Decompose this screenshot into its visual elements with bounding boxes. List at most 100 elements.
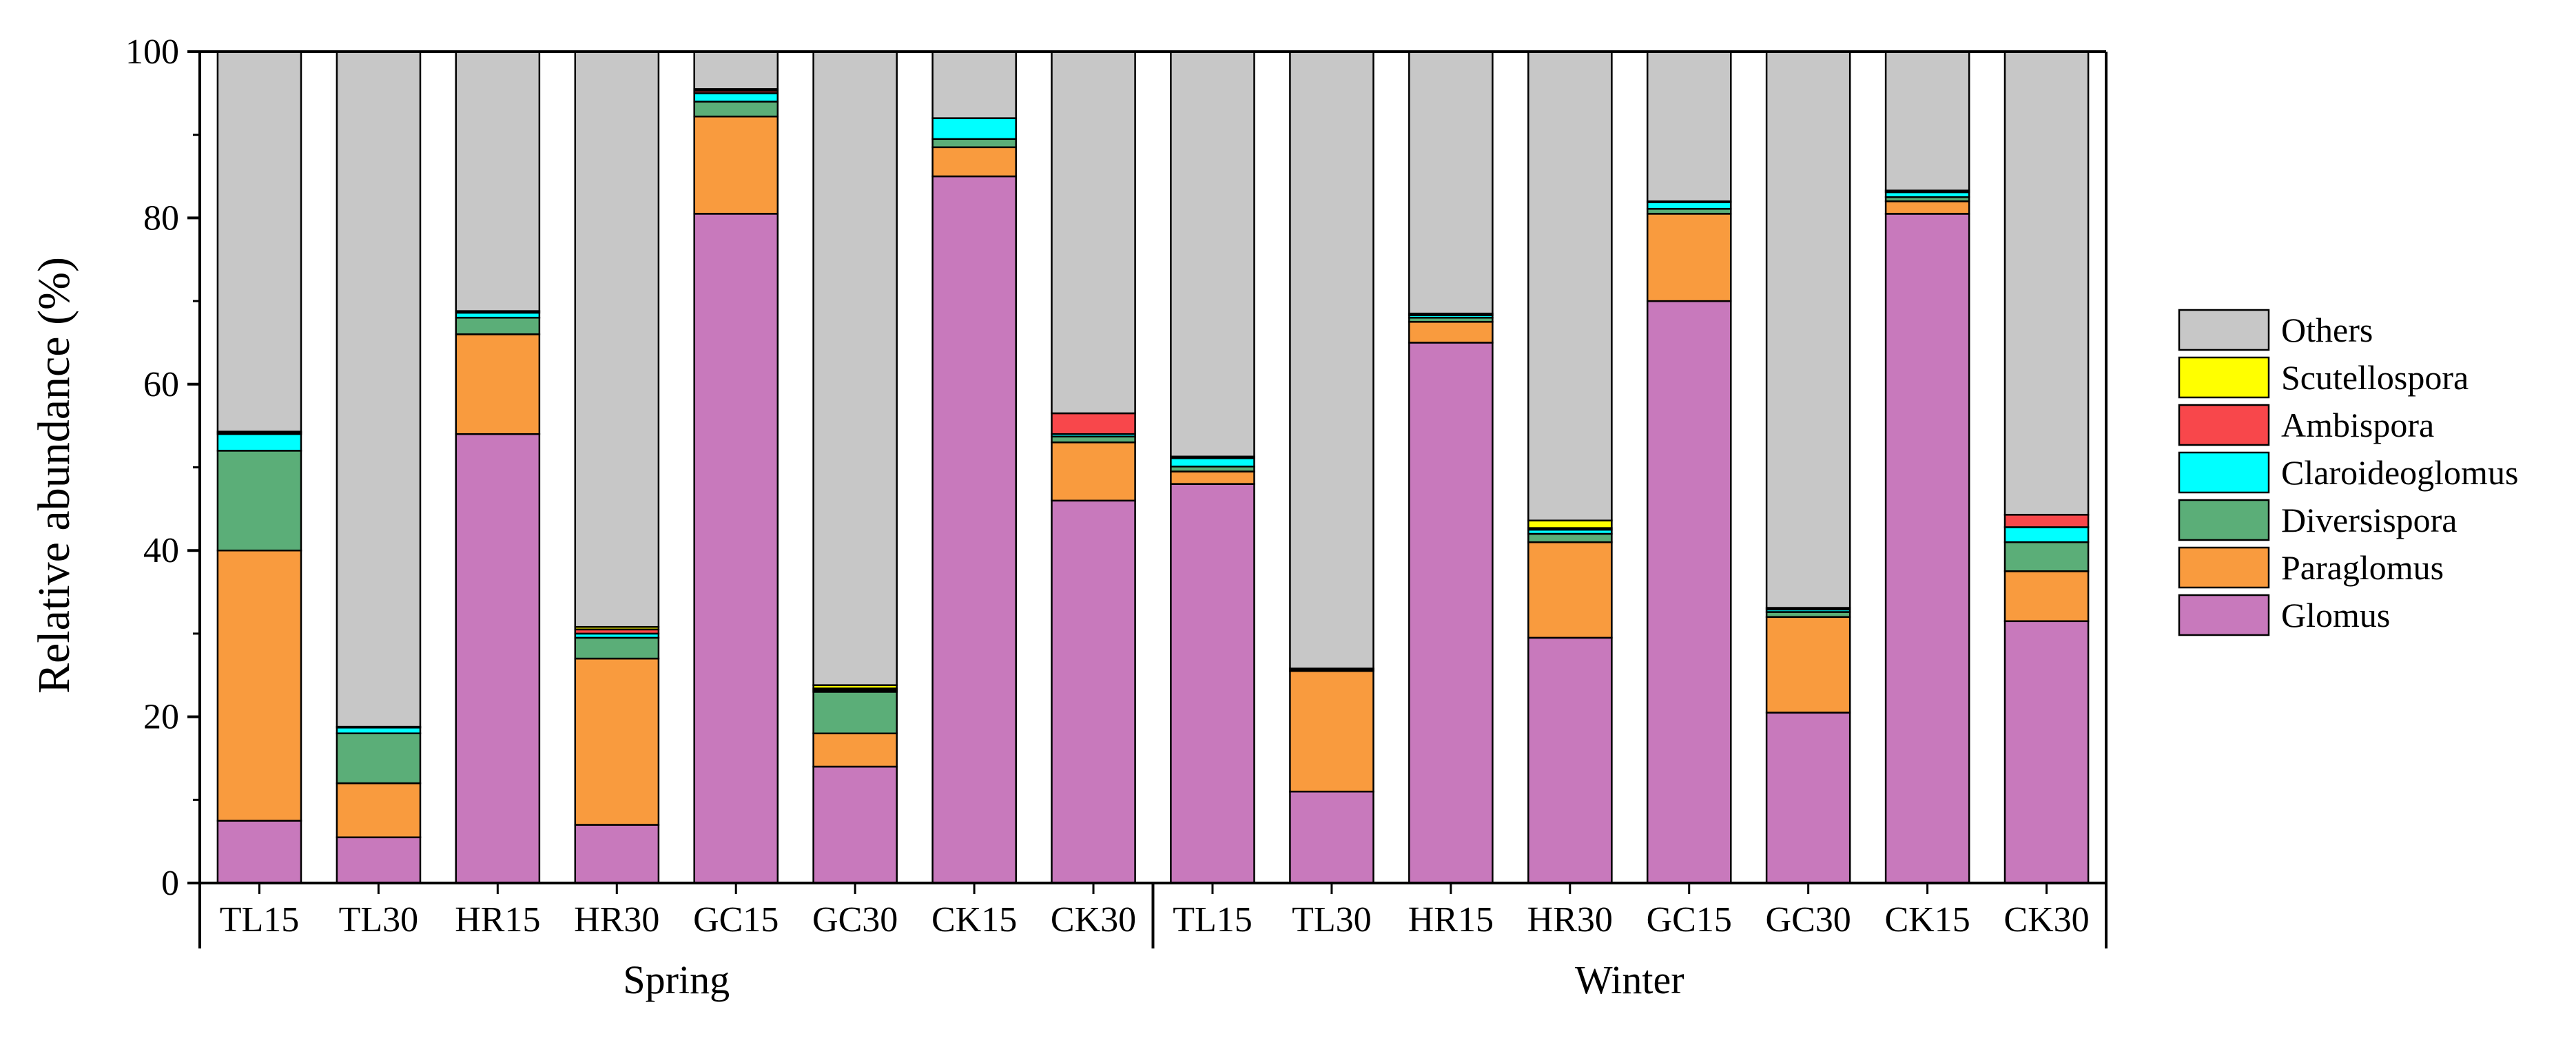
bar-segment-others-7 (1051, 50, 1136, 415)
bar-segment-paraglomus-1 (336, 782, 422, 838)
bar-segment-glomus-8 (1170, 483, 1255, 884)
bar-segment-others-15 (2003, 50, 2090, 516)
x-tick-label-3: HR30 (574, 900, 659, 940)
bar-segment-diversispora-0 (216, 450, 302, 552)
legend-label-ambispora: Ambispora (2281, 406, 2434, 444)
bar-segment-glomus-9 (1289, 790, 1374, 884)
bar-segment-diversispora-11 (1527, 532, 1613, 543)
bar-segment-diversispora-15 (2003, 541, 2090, 572)
bar-segment-paraglomus-12 (1646, 213, 1732, 302)
plot-area: 0 20 40 60 80 100 TL15 TL30 HR15 HR30 GC15 GC30 CK15… (125, 32, 2108, 1002)
bar-segment-glomus-14 (1884, 213, 1970, 884)
y-tick-label-40: 40 (143, 531, 179, 570)
bar-segment-glomus-7 (1051, 499, 1136, 884)
bar-segment-paraglomus-0 (216, 549, 302, 822)
x-tick-label-10: HR15 (1408, 900, 1494, 940)
legend-swatch-paraglomus (2178, 546, 2270, 589)
bar-segment-glomus-15 (2003, 620, 2090, 884)
legend-swatch-diversispora (2178, 499, 2270, 541)
x-tick-label-0: TL15 (220, 900, 300, 940)
x-tick-label-7: CK30 (1051, 900, 1136, 940)
bar-segment-glomus-4 (693, 213, 779, 884)
bar-segment-claroideoglomus-12 (1646, 201, 1732, 210)
bar-segment-paraglomus-7 (1051, 442, 1136, 502)
bar-segment-glomus-11 (1527, 636, 1613, 884)
bar-segment-others-14 (1884, 50, 1970, 191)
bar-segment-others-1 (336, 50, 422, 728)
x-tick-label-4: GC15 (693, 900, 779, 940)
group-label-spring: Spring (623, 957, 730, 1002)
x-tick-label-12: GC15 (1647, 900, 1732, 940)
legend-swatch-scutellospora (2178, 356, 2270, 399)
bar-segment-paraglomus-3 (574, 657, 660, 826)
y-tick-label-20: 20 (143, 698, 179, 737)
legend-swatch-claroideoglomus (2178, 451, 2270, 494)
x-tick-label-14: CK15 (1884, 900, 1970, 940)
x-tick-label-11: HR30 (1527, 900, 1613, 940)
bar-segment-paraglomus-2 (455, 333, 541, 435)
y-tick-label-0: 0 (161, 864, 179, 903)
bar-segment-diversispora-3 (574, 636, 660, 660)
y-tick-label-80: 80 (143, 198, 179, 238)
bar-segment-others-3 (574, 50, 660, 628)
bar-segment-glomus-10 (1408, 342, 1494, 884)
y-tick-label-60: 60 (143, 365, 179, 404)
bar-segment-others-5 (812, 50, 898, 686)
x-tick-label-13: GC30 (1766, 900, 1851, 940)
bar-segment-scutellospora-11 (1527, 519, 1613, 529)
bar-segment-paraglomus-10 (1408, 321, 1494, 344)
bar-segment-others-9 (1289, 50, 1374, 669)
bar-segment-claroideoglomus-8 (1170, 457, 1255, 468)
bar-segment-glomus-2 (455, 433, 541, 884)
x-tick-label-15: CK30 (2003, 900, 2089, 940)
bar-segment-ambispora-15 (2003, 514, 2090, 528)
bar-segment-glomus-3 (574, 824, 660, 884)
legend-swatch-others (2178, 309, 2270, 351)
bar-segment-paraglomus-5 (812, 732, 898, 768)
bar-segment-others-10 (1408, 50, 1494, 315)
bar-segment-others-0 (216, 50, 302, 433)
bar-segment-ambispora-7 (1051, 412, 1136, 435)
bar-segment-glomus-12 (1646, 300, 1732, 884)
x-tick-label-5: GC30 (812, 900, 898, 940)
bar-segment-claroideoglomus-15 (2003, 526, 2090, 543)
bar-segment-claroideoglomus-1 (336, 727, 422, 734)
bar-segment-diversispora-7 (1051, 435, 1136, 444)
bar-segment-claroideoglomus-6 (931, 117, 1017, 141)
x-tick-label-1: TL30 (339, 900, 419, 940)
bar-segment-glomus-1 (336, 836, 422, 884)
x-tick-label-2: HR15 (455, 900, 540, 940)
legend-swatch-glomus (2178, 594, 2270, 636)
bar-segment-diversispora-1 (336, 732, 422, 785)
bar-segment-paraglomus-9 (1289, 669, 1374, 793)
bar-segment-paraglomus-13 (1765, 616, 1851, 714)
bar-segment-paraglomus-14 (1884, 200, 1970, 215)
legend-label-paraglomus: Paraglomus (2281, 548, 2444, 587)
bar-segment-others-11 (1527, 50, 1613, 521)
legend-label-scutellospora: Scutellospora (2281, 358, 2469, 397)
bar-segment-others-12 (1646, 50, 1732, 203)
bar-segment-glomus-0 (216, 820, 302, 884)
bar-segment-diversispora-2 (455, 316, 541, 335)
bar-segment-paraglomus-6 (931, 146, 1017, 178)
bar-segment-glomus-5 (812, 765, 898, 884)
bar-segment-glomus-6 (931, 175, 1017, 884)
bar-segment-claroideoglomus-4 (693, 92, 779, 103)
bar-segment-others-8 (1170, 50, 1255, 458)
x-tick-label-6: CK15 (931, 900, 1017, 940)
legend-label-glomus: Glomus (2281, 596, 2390, 634)
bar-segment-others-13 (1765, 50, 1851, 609)
legend-label-others: Others (2281, 311, 2373, 349)
bar-segment-others-6 (931, 50, 1017, 119)
bar-segment-glomus-13 (1765, 712, 1851, 884)
bar-segment-paraglomus-8 (1170, 470, 1255, 485)
bar-segment-diversispora-5 (812, 691, 898, 735)
bar-segment-others-2 (455, 50, 541, 312)
y-axis-title: Relative abundance (%) (29, 257, 79, 694)
legend-swatch-ambispora (2178, 404, 2270, 446)
bar-segment-others-4 (693, 50, 779, 90)
bar-segment-paraglomus-4 (693, 115, 779, 215)
y-tick-label-100: 100 (125, 32, 179, 72)
